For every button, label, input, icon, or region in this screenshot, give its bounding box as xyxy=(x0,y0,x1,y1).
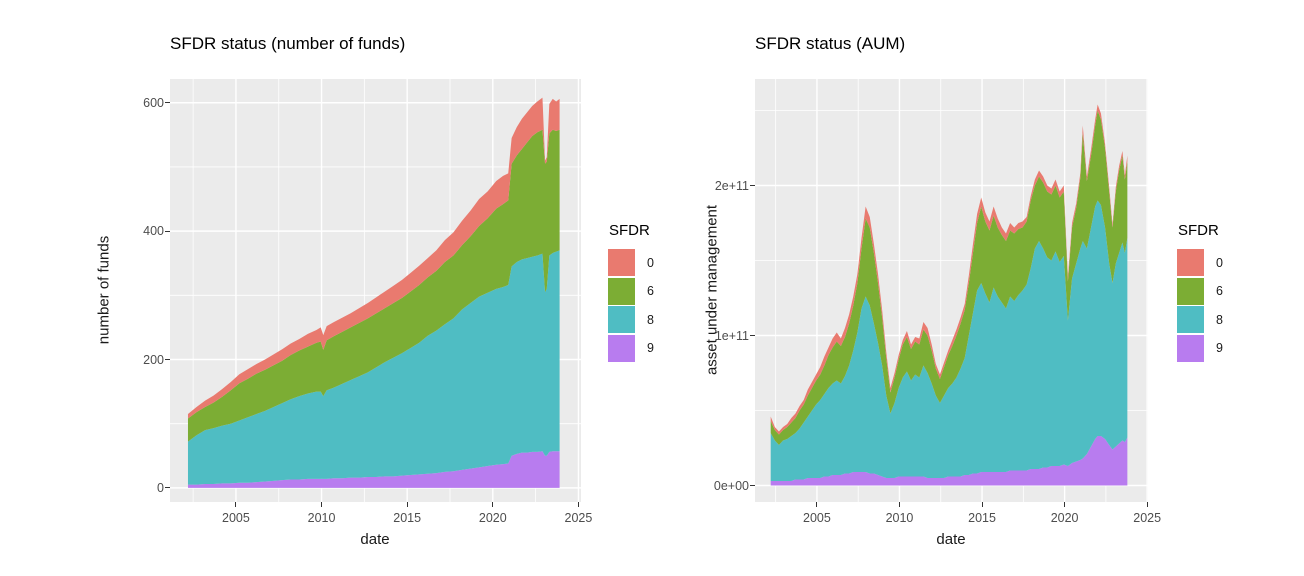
legend-label-9: 9 xyxy=(647,341,654,355)
y-tick-mark xyxy=(750,485,755,486)
y-tick-mark xyxy=(165,487,170,489)
area-series-9 xyxy=(770,436,1128,486)
x-tick-mark xyxy=(981,502,983,507)
y-tick-mark xyxy=(165,102,170,104)
y-axis-title-aum: asset under management xyxy=(703,204,721,376)
legend-title: SFDR xyxy=(609,222,650,239)
legend-item-8: 8 xyxy=(608,306,654,333)
chart-svg xyxy=(755,79,1148,502)
x-tick-label: 2010 xyxy=(885,511,914,525)
x-tick-label: 2025 xyxy=(564,511,593,525)
y-tick-mark xyxy=(750,185,755,186)
area-series-8 xyxy=(770,200,1128,481)
area-series-9 xyxy=(187,451,560,488)
x-tick-label: 2010 xyxy=(307,511,336,525)
legend-item-0: 0 xyxy=(608,249,654,276)
legend-item-6: 6 xyxy=(608,277,654,305)
area-series-8 xyxy=(187,250,560,485)
x-tick-mark xyxy=(898,502,900,507)
x-tick-mark xyxy=(492,502,494,507)
legend-aum: SFDR 0 6 8 9 xyxy=(1177,222,1223,363)
legend-label-8: 8 xyxy=(1216,312,1223,327)
legend-label-0: 0 xyxy=(1216,255,1223,270)
x-tick-mark xyxy=(406,502,408,507)
y-tick-mark xyxy=(165,230,170,232)
legend-item-0: 0 xyxy=(1177,249,1223,276)
x-tick-mark xyxy=(321,502,323,507)
legend-funds: SFDR 0 6 8 9 xyxy=(608,222,654,363)
chart-svg xyxy=(170,79,581,502)
y-tick-label: 0 xyxy=(157,480,164,495)
y-tick-label: 200 xyxy=(143,352,164,367)
y-tick-label: 400 xyxy=(143,224,164,239)
x-tick-label: 2015 xyxy=(968,511,996,525)
plot-panel-funds xyxy=(170,79,581,502)
legend-swatch-0 xyxy=(608,249,635,276)
x-tick-mark xyxy=(577,502,579,507)
x-tick-label: 2015 xyxy=(393,511,422,525)
x-axis-title-aum: date xyxy=(936,531,966,548)
legend-item-9: 9 xyxy=(1177,334,1223,362)
plot-panel-aum xyxy=(755,79,1148,502)
legend-label-6: 6 xyxy=(647,284,654,298)
x-tick-mark xyxy=(816,502,818,507)
legend-swatch-6 xyxy=(608,277,635,305)
y-axis-title-funds: number of funds xyxy=(95,235,113,345)
y-tick-mark xyxy=(750,335,755,336)
x-tick-mark xyxy=(235,502,237,507)
legend-label-6: 6 xyxy=(1216,284,1223,298)
legend-label-9: 9 xyxy=(1216,341,1223,355)
area-series-6 xyxy=(187,129,560,442)
legend-title: SFDR xyxy=(1178,222,1219,239)
area-series-6 xyxy=(770,110,1128,445)
x-tick-mark xyxy=(1064,502,1066,507)
x-tick-label: 2020 xyxy=(1050,511,1079,525)
x-tick-label: 2020 xyxy=(478,511,507,525)
chart-title-aum: SFDR status (AUM) xyxy=(755,34,906,53)
legend-swatch-9 xyxy=(608,334,635,362)
legend-swatch-8 xyxy=(1177,306,1204,333)
x-tick-mark xyxy=(1146,502,1148,507)
legend-label-0: 0 xyxy=(647,255,654,270)
x-tick-label: 2005 xyxy=(803,511,831,525)
area-series-0 xyxy=(187,97,560,419)
chart-title-funds: SFDR status (number of funds) xyxy=(170,34,406,53)
x-tick-label: 2005 xyxy=(222,511,250,525)
y-tick-mark xyxy=(165,359,170,360)
legend-label-8: 8 xyxy=(647,312,654,327)
x-tick-label: 2025 xyxy=(1133,511,1162,525)
y-tick-label: 0e+00 xyxy=(713,478,749,493)
legend-item-9: 9 xyxy=(608,334,654,362)
legend-swatch-6 xyxy=(1177,277,1204,305)
legend-swatch-8 xyxy=(608,306,635,333)
x-axis-title-funds: date xyxy=(360,531,390,548)
y-tick-label: 600 xyxy=(143,95,164,110)
legend-item-8: 8 xyxy=(1177,306,1223,333)
legend-swatch-0 xyxy=(1177,249,1204,276)
y-tick-label: 2e+11 xyxy=(714,178,749,193)
legend-swatch-9 xyxy=(1177,334,1204,362)
y-tick-label: 1e+11 xyxy=(714,328,749,343)
legend-item-6: 6 xyxy=(1177,277,1223,305)
